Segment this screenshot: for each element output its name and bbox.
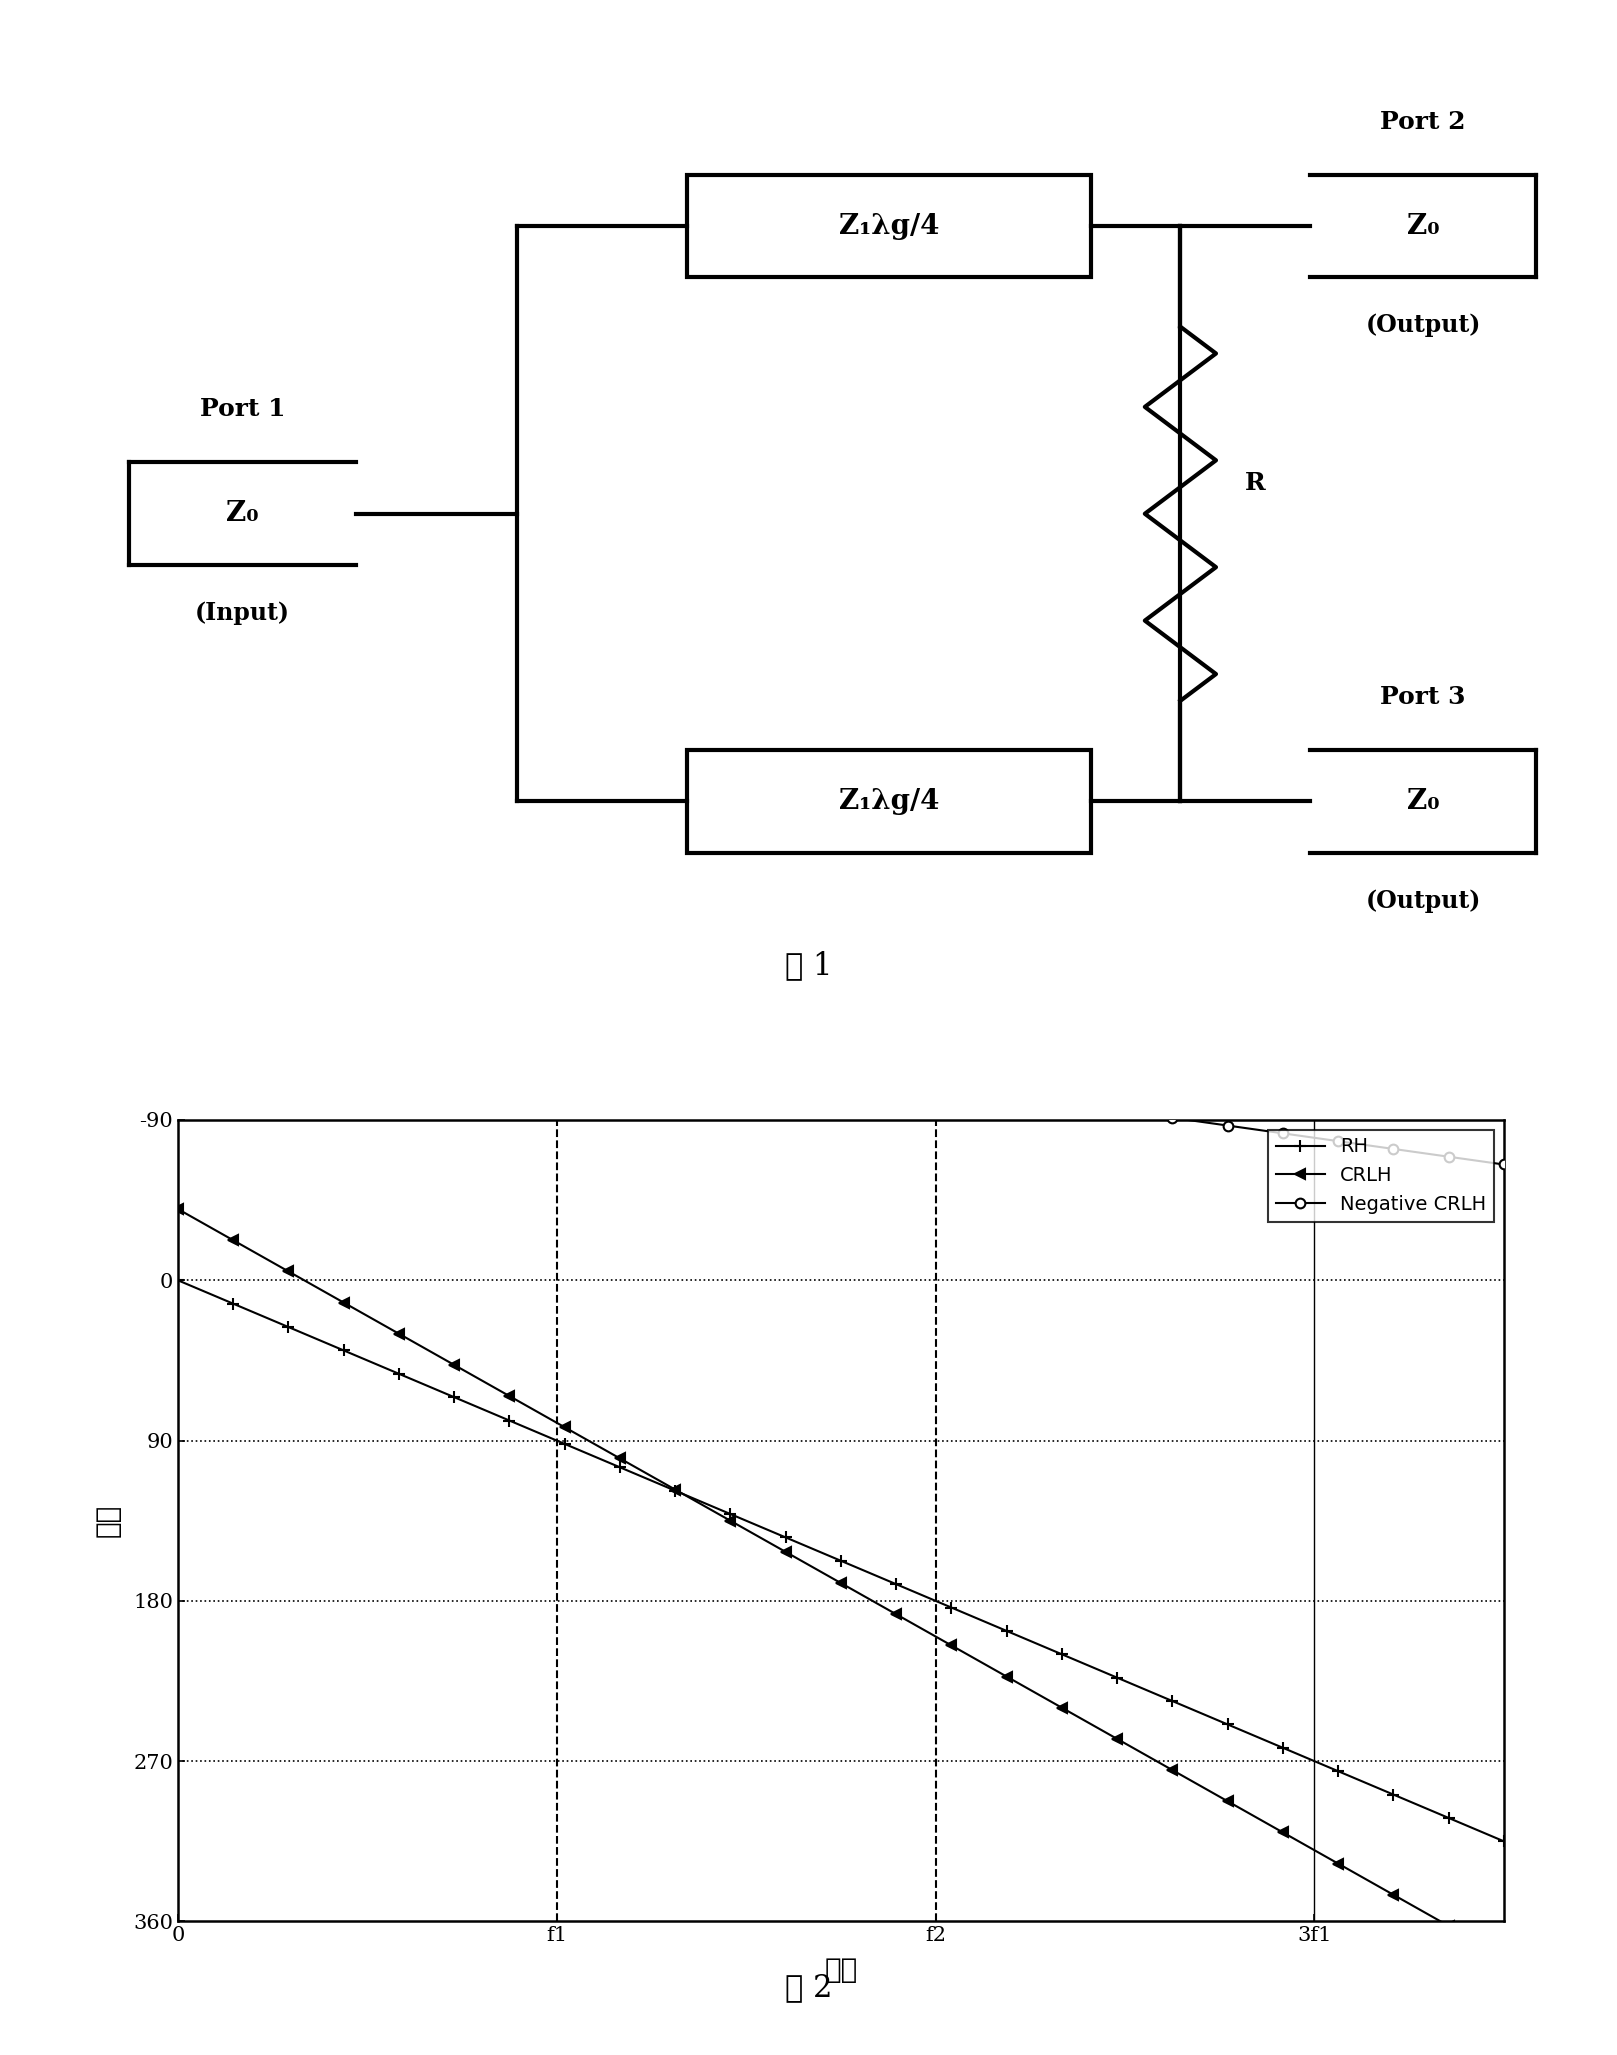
Text: (Output): (Output)	[1365, 888, 1481, 912]
Text: 图 1: 图 1	[784, 949, 833, 982]
Text: R: R	[1245, 471, 1266, 495]
Y-axis label: 相移: 相移	[94, 1504, 121, 1537]
Text: Z₁λg/4: Z₁λg/4	[839, 787, 939, 816]
X-axis label: 频率: 频率	[825, 1956, 857, 1985]
Text: Port 3: Port 3	[1381, 684, 1465, 709]
Text: 图 2: 图 2	[784, 1971, 833, 2004]
Bar	[687, 750, 1091, 853]
Text: Z₀: Z₀	[1407, 787, 1439, 816]
Text: Z₁λg/4: Z₁λg/4	[839, 212, 939, 240]
Bar	[687, 175, 1091, 277]
Legend: RH, CRLH, Negative CRLH: RH, CRLH, Negative CRLH	[1268, 1130, 1494, 1221]
Text: (Input): (Input)	[196, 600, 289, 625]
Text: Port 2: Port 2	[1381, 109, 1465, 134]
Text: Z₀: Z₀	[226, 499, 259, 528]
Text: Port 1: Port 1	[201, 397, 285, 421]
Text: Z₀: Z₀	[1407, 212, 1439, 240]
Text: (Output): (Output)	[1365, 312, 1481, 337]
